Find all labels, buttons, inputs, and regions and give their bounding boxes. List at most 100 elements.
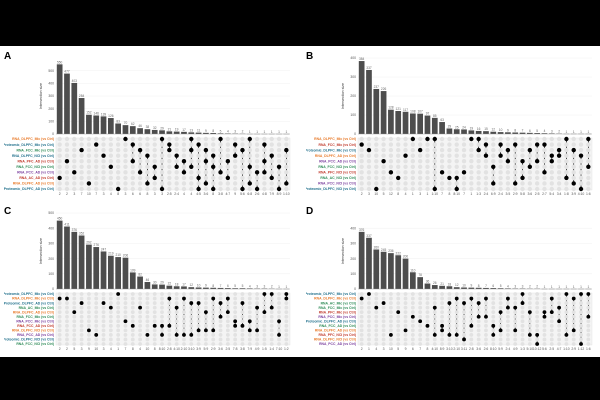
matrix-dot-inactive	[388, 147, 394, 153]
bar	[453, 129, 460, 134]
matrix-dot-active	[269, 292, 274, 296]
matrix-dot-active	[527, 333, 532, 337]
matrix-dot-inactive	[417, 164, 423, 169]
matrix-dot-inactive	[439, 159, 445, 164]
matrix-dot-active	[557, 305, 562, 310]
matrix-dot-inactive	[276, 147, 282, 153]
matrix-dot-active	[432, 136, 437, 142]
y-tick-label: 100	[350, 113, 356, 117]
bar	[115, 257, 122, 289]
matrix-dot-inactive	[152, 296, 157, 301]
y-tick-label: 500	[48, 211, 54, 215]
matrix-dot-inactive	[64, 153, 70, 158]
bar	[122, 257, 129, 289]
matrix-dot-inactive	[115, 147, 121, 153]
matrix-dot-inactive	[418, 296, 423, 301]
matrix-dot-inactive	[167, 328, 172, 333]
matrix-dot-inactive	[189, 328, 194, 333]
matrix-dot-active	[513, 181, 518, 186]
matrix-dot-inactive	[425, 175, 430, 181]
matrix-dot-inactive	[123, 292, 128, 296]
matrix-dot-inactive	[196, 164, 201, 169]
x-tick-label: 4:7	[225, 192, 230, 196]
bar-value-label: 3	[551, 129, 553, 133]
matrix-dot-inactive	[65, 333, 69, 337]
matrix-dot-inactive	[586, 170, 591, 175]
matrix-dot-inactive	[116, 328, 121, 333]
matrix-dot-inactive	[513, 170, 518, 175]
matrix-dot-active	[535, 342, 540, 346]
y-tick-label: 400	[48, 82, 54, 86]
bar	[217, 133, 224, 134]
matrix-dot-inactive	[174, 292, 179, 296]
matrix-dot-inactive	[101, 310, 106, 315]
matrix-dot-inactive	[276, 159, 282, 164]
matrix-dot-inactive	[167, 170, 172, 175]
x-tick-label: 3:10	[188, 347, 195, 351]
matrix-dot-inactive	[549, 292, 554, 296]
matrix-dot-inactive	[571, 323, 576, 328]
matrix-dot-inactive	[108, 314, 113, 319]
bar	[203, 287, 209, 289]
bar	[129, 126, 136, 134]
matrix-dot-inactive	[454, 314, 459, 319]
matrix-dot-inactive	[211, 175, 216, 181]
matrix-dot-inactive	[542, 186, 547, 192]
matrix-dot-inactive	[254, 142, 260, 147]
y-tick-label: 400	[350, 56, 356, 60]
matrix-dot-inactive	[211, 314, 216, 319]
matrix-dot-inactive	[520, 142, 525, 147]
matrix-dot-inactive	[469, 175, 474, 181]
bar-value-label: 3	[264, 285, 266, 289]
matrix-dot-inactive	[232, 147, 238, 153]
matrix-dot-inactive	[233, 296, 238, 301]
matrix-dot-inactive	[64, 170, 70, 175]
matrix-dot-inactive	[542, 147, 547, 153]
matrix-dot-active	[586, 164, 591, 169]
matrix-dot-inactive	[564, 323, 569, 328]
bar	[461, 287, 467, 289]
matrix-dot-inactive	[505, 323, 510, 328]
bar	[64, 73, 70, 134]
matrix-dot-active	[189, 164, 194, 169]
matrix-dot-inactive	[284, 305, 289, 310]
bar	[366, 237, 372, 289]
matrix-dot-inactive	[469, 301, 474, 305]
matrix-dot-active	[262, 310, 267, 315]
matrix-dot-inactive	[381, 136, 386, 142]
matrix-dot-active	[255, 305, 260, 310]
matrix-dot-inactive	[174, 314, 179, 319]
bar-value-label: 22	[168, 282, 172, 286]
bar-value-label: 1	[580, 130, 582, 134]
matrix-dot-inactive	[432, 328, 437, 333]
bar	[71, 231, 78, 289]
matrix-dot-inactive	[571, 153, 576, 158]
x-tick-label: 5:9	[204, 347, 209, 351]
x-tick-label: 3	[161, 192, 163, 196]
matrix-dot-inactive	[108, 301, 113, 305]
matrix-dot-inactive	[174, 296, 179, 301]
matrix-dot-inactive	[182, 314, 186, 319]
matrix-dot-inactive	[403, 333, 408, 337]
matrix-dot-active	[579, 342, 583, 346]
matrix-dot-inactive	[123, 314, 128, 319]
x-tick-label: 3:6	[476, 347, 481, 351]
matrix-dot-inactive	[269, 159, 274, 164]
bar-value-label: 4	[507, 284, 509, 288]
matrix-dot-active	[520, 175, 525, 181]
matrix-dot-inactive	[483, 159, 489, 164]
matrix-dot-inactive	[564, 181, 569, 186]
x-tick-label: 3:4	[557, 192, 562, 196]
matrix-dot-inactive	[225, 333, 230, 337]
matrix-dot-active	[130, 323, 135, 328]
x-tick-label: 4:10	[578, 192, 585, 196]
matrix-dot-active	[211, 164, 216, 169]
matrix-dot-inactive	[247, 159, 252, 164]
matrix-dot-inactive	[72, 175, 77, 181]
matrix-dot-inactive	[225, 153, 231, 158]
bar	[505, 288, 511, 289]
matrix-dot-inactive	[403, 142, 408, 147]
matrix-dot-inactive	[284, 170, 289, 175]
matrix-dot-active	[579, 292, 583, 296]
